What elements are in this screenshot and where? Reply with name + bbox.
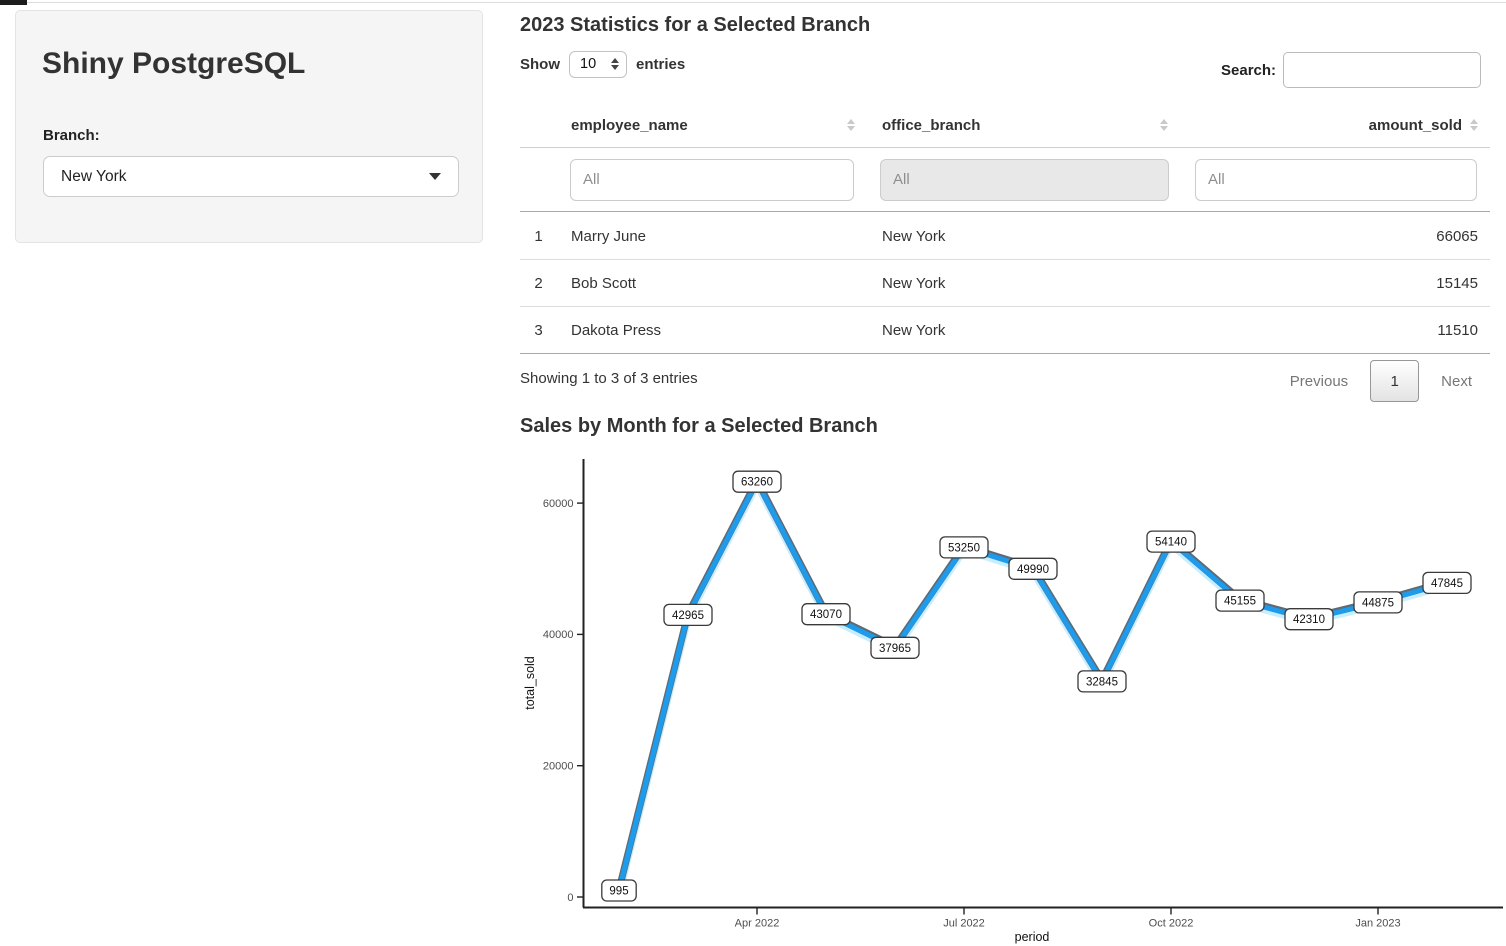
header-office-branch[interactable]: office_branch [867, 103, 1182, 147]
svg-text:42965: 42965 [672, 610, 704, 622]
cell-employee: Dakota Press [571, 321, 662, 339]
entries-label: entries [636, 55, 686, 73]
header-amount-sold[interactable]: amount_sold [1182, 103, 1490, 147]
point-label: 32845 [1077, 670, 1127, 693]
sidebar-panel: Shiny PostgreSQL Branch: New York [15, 10, 483, 243]
point-label: 37965 [870, 636, 920, 659]
page-length-control: Show 10 entries [520, 50, 685, 78]
branch-label: Branch: [43, 127, 100, 144]
search-label: Search: [1221, 61, 1277, 79]
chart-section-title: Sales by Month for a Selected Branch [520, 415, 878, 437]
cell-index: 2 [534, 274, 543, 292]
svg-text:43070: 43070 [810, 609, 842, 621]
svg-text:40000: 40000 [543, 629, 574, 641]
svg-text:37965: 37965 [879, 643, 911, 655]
table-row: 1 Marry June New York 66065 [520, 213, 1490, 260]
table-body: 1 Marry June New York 66065 2 Bob Scott New Yo… [520, 213, 1490, 354]
point-label: 44875 [1353, 591, 1403, 614]
svg-text:32845: 32845 [1086, 676, 1118, 688]
point-label: 43070 [801, 603, 851, 626]
point-label: 63260 [732, 470, 782, 493]
svg-text:Jan 2023: Jan 2023 [1355, 918, 1400, 930]
svg-text:995: 995 [609, 885, 628, 897]
cell-amount: 15145 [1436, 274, 1478, 292]
table-filter-row [520, 148, 1490, 212]
window-corner-artifact [0, 0, 27, 5]
svg-text:54140: 54140 [1155, 537, 1187, 549]
sort-icon [1470, 119, 1478, 131]
sort-icon [847, 119, 855, 131]
cell-office: New York [882, 321, 946, 339]
filter-employee-name[interactable] [570, 158, 854, 201]
table-row: 3 Dakota Press New York 11510 [520, 307, 1490, 354]
svg-text:60000: 60000 [543, 498, 574, 510]
cell-index: 3 [534, 321, 543, 339]
svg-text:period: period [1015, 930, 1050, 944]
branch-select-value: New York [61, 167, 127, 185]
table-row: 2 Bob Scott New York 15145 [520, 260, 1490, 307]
svg-text:53250: 53250 [948, 542, 980, 554]
point-label: 42310 [1284, 608, 1334, 631]
point-label: 53250 [939, 536, 989, 559]
show-label: Show [520, 55, 560, 73]
header-employee-name[interactable]: employee_name [557, 103, 867, 147]
header-office-branch-label: office_branch [882, 116, 981, 134]
current-page-button[interactable]: 1 [1370, 360, 1420, 402]
header-employee-name-label: employee_name [571, 116, 688, 134]
cell-employee: Marry June [571, 227, 647, 245]
search-input[interactable] [1283, 52, 1482, 88]
point-label: 995 [601, 879, 637, 902]
cell-amount: 66065 [1436, 227, 1478, 245]
table-section-title: 2023 Statistics for a Selected Branch [520, 14, 871, 36]
page-length-select[interactable]: 10 [569, 50, 627, 78]
pagination: Previous 1 Next [520, 360, 1490, 402]
svg-text:63260: 63260 [741, 477, 773, 489]
svg-text:Oct 2022: Oct 2022 [1149, 918, 1194, 930]
cell-amount: 11510 [1437, 321, 1478, 339]
window-top-border [27, 2, 1506, 3]
sales-line-chart: 0 20000 40000 60000 Apr 2022 Jul 2022 Oct 2022… [523, 459, 1503, 944]
svg-text:0: 0 [567, 892, 573, 904]
svg-text:Jul 2022: Jul 2022 [943, 918, 985, 930]
header-index [520, 103, 557, 147]
point-label: 49990 [1008, 557, 1058, 580]
header-amount-sold-label: amount_sold [1368, 116, 1462, 134]
next-page-button[interactable]: Next [1441, 372, 1472, 390]
cell-office: New York [882, 274, 946, 292]
previous-page-button[interactable]: Previous [1289, 372, 1349, 390]
svg-text:Apr 2022: Apr 2022 [735, 918, 780, 930]
chevron-down-icon [429, 173, 441, 180]
page-length-value: 10 [580, 56, 597, 72]
svg-text:47845: 47845 [1431, 578, 1463, 590]
cell-employee: Bob Scott [571, 274, 637, 292]
filter-office-branch[interactable] [880, 158, 1169, 201]
svg-text:44875: 44875 [1362, 597, 1394, 609]
svg-text:total_sold: total_sold [523, 656, 537, 710]
svg-text:45155: 45155 [1224, 596, 1256, 608]
svg-text:20000: 20000 [543, 761, 574, 773]
app-title: Shiny PostgreSQL [42, 47, 306, 80]
point-label: 45155 [1215, 589, 1265, 612]
point-label: 47845 [1422, 571, 1472, 595]
point-label: 54140 [1146, 530, 1196, 553]
stepper-icon [611, 58, 619, 70]
svg-text:49990: 49990 [1017, 564, 1049, 576]
branch-select[interactable]: New York [43, 156, 459, 197]
table-search: Search: [1221, 52, 1482, 88]
cell-index: 1 [534, 227, 543, 245]
table-header-row: employee_name office_branch amount_sold [520, 103, 1490, 148]
svg-text:42310: 42310 [1293, 614, 1325, 626]
point-label: 42965 [663, 603, 713, 627]
table-info: Showing 1 to 3 of 3 entries [520, 370, 698, 387]
sort-icon [1160, 119, 1168, 131]
filter-amount-sold[interactable] [1195, 158, 1477, 201]
cell-office: New York [882, 227, 946, 245]
